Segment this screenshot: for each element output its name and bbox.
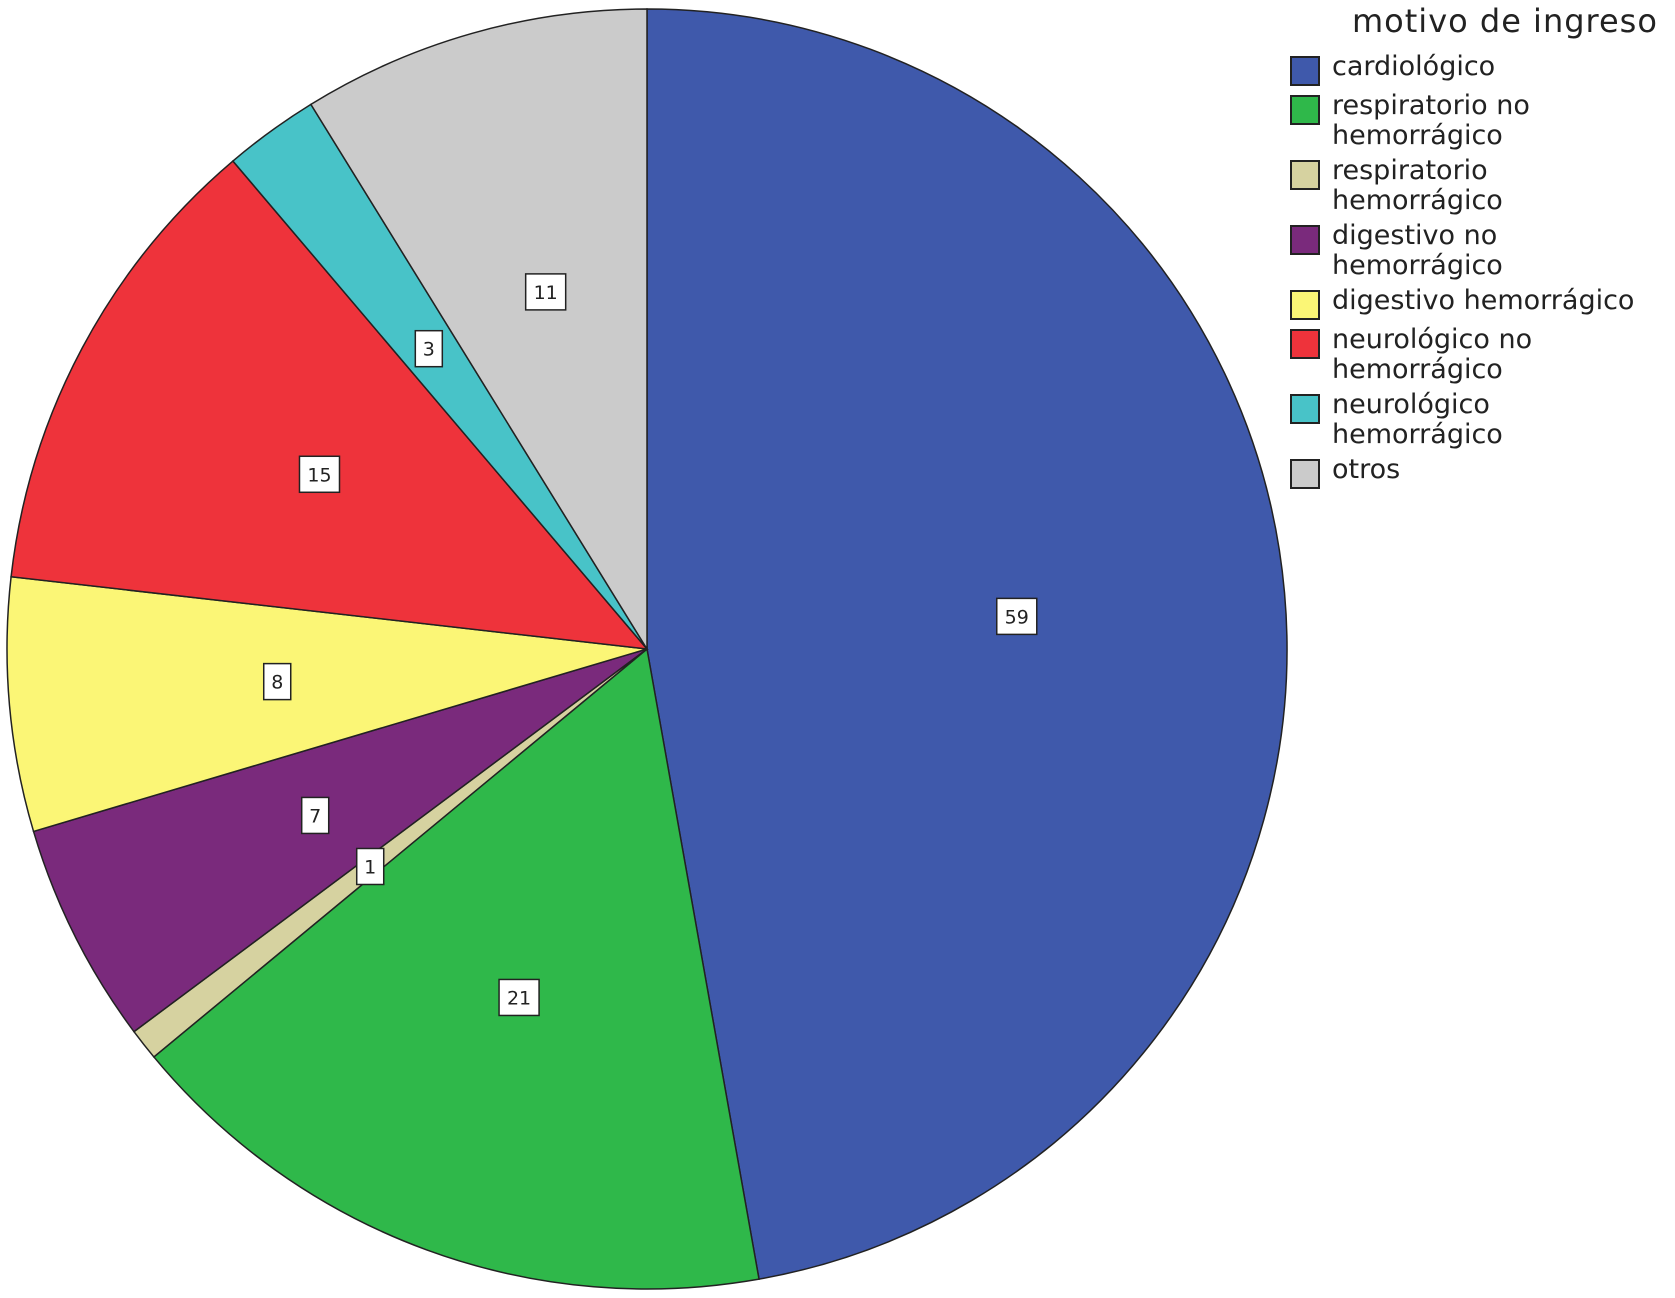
slice-value-label-respiratorio-hemorragico: 1 [355, 847, 385, 886]
slice-value-text: 21 [507, 987, 531, 1009]
pie-slice-otros [309, 8, 648, 652]
slice-value-text: 1 [364, 856, 376, 878]
legend-label: otros [1332, 454, 1401, 485]
legend-swatch [1290, 225, 1320, 255]
slice-value-box [298, 455, 341, 494]
legend-label: neurológico no hemorrágico [1332, 324, 1533, 385]
pie-slice-cardiologico [646, 8, 1288, 1280]
pie-slice-neurologico-no-hemorragico [10, 159, 649, 650]
legend-item-respiratorio-no-hemorragico: respiratorio no hemorrágico [1290, 91, 1675, 151]
slice-value-label-cardiologico: 59 [996, 597, 1038, 636]
legend-item-otros: otros [1290, 455, 1675, 489]
slice-value-box [498, 978, 540, 1017]
legend-swatch [1290, 459, 1320, 489]
slice-value-box [996, 597, 1038, 636]
slice-value-box [355, 847, 385, 886]
pie-slice-respiratorio-no-hemorragico [152, 647, 760, 1290]
legend-label: respiratorio no hemorrágico [1332, 90, 1530, 151]
slice-value-text: 8 [271, 672, 283, 694]
legend-swatch [1290, 329, 1320, 359]
legend-swatch [1290, 394, 1320, 424]
legend-item-neurologico-no-hemorragico: neurológico no hemorrágico [1290, 325, 1675, 385]
slice-value-box [524, 273, 567, 311]
legend-swatch [1290, 56, 1320, 86]
legend-item-cardiologico: cardiológico [1290, 52, 1675, 86]
slice-value-text: 3 [423, 339, 435, 361]
legend-item-digestivo-no-hemorragico: digestivo no hemorrágico [1290, 221, 1675, 281]
slice-value-box [300, 796, 330, 835]
legend-label: digestivo no hemorrágico [1332, 220, 1503, 281]
legend-label: neurológico hemorrágico [1332, 389, 1503, 450]
slice-value-text: 59 [1005, 606, 1029, 628]
slice-labels: 59 21 1 7 8 15 3 11 [262, 273, 1038, 1017]
pie-chart: 59 21 1 7 8 15 3 11 [6, 8, 1288, 1290]
legend-items: cardiológico respiratorio no hemorrágico r… [1290, 52, 1675, 489]
legend-label: cardiológico [1332, 51, 1496, 82]
pie-slice-digestivo-no-hemorragico [32, 648, 648, 1033]
legend-label: digestivo hemorrágico [1332, 285, 1635, 316]
slice-value-text: 11 [534, 282, 558, 304]
legend: motivo de ingreso cardiológico respirator… [1290, 0, 1675, 494]
legend-swatch [1290, 160, 1320, 190]
slice-value-label-neurologico-hemorragico: 3 [414, 329, 444, 368]
slice-value-label-digestivo-no-hemorragico: 7 [300, 796, 330, 835]
pie-slices [6, 8, 1288, 1290]
legend-swatch [1290, 95, 1320, 125]
slice-value-label-respiratorio-no-hemorragico: 21 [498, 978, 540, 1017]
slice-value-text: 15 [307, 464, 331, 486]
slice-value-text: 7 [309, 805, 321, 827]
slice-value-label-digestivo-hemorragico: 8 [262, 662, 292, 701]
legend-title: motivo de ingreso [1352, 2, 1658, 40]
legend-item-digestivo-hemorragico: digestivo hemorrágico [1290, 286, 1675, 320]
legend-label: respiratorio hemorrágico [1332, 155, 1503, 216]
legend-swatch [1290, 290, 1320, 320]
slice-value-label-neurologico-no-hemorragico: 15 [298, 455, 341, 494]
slice-value-box [414, 329, 444, 368]
legend-item-respiratorio-hemorragico: respiratorio hemorrágico [1290, 156, 1675, 216]
slice-value-box [262, 662, 292, 701]
pie-slice-digestivo-hemorragico [6, 575, 648, 833]
legend-item-neurologico-hemorragico: neurológico hemorrágico [1290, 390, 1675, 450]
slice-value-label-otros: 11 [524, 273, 567, 311]
